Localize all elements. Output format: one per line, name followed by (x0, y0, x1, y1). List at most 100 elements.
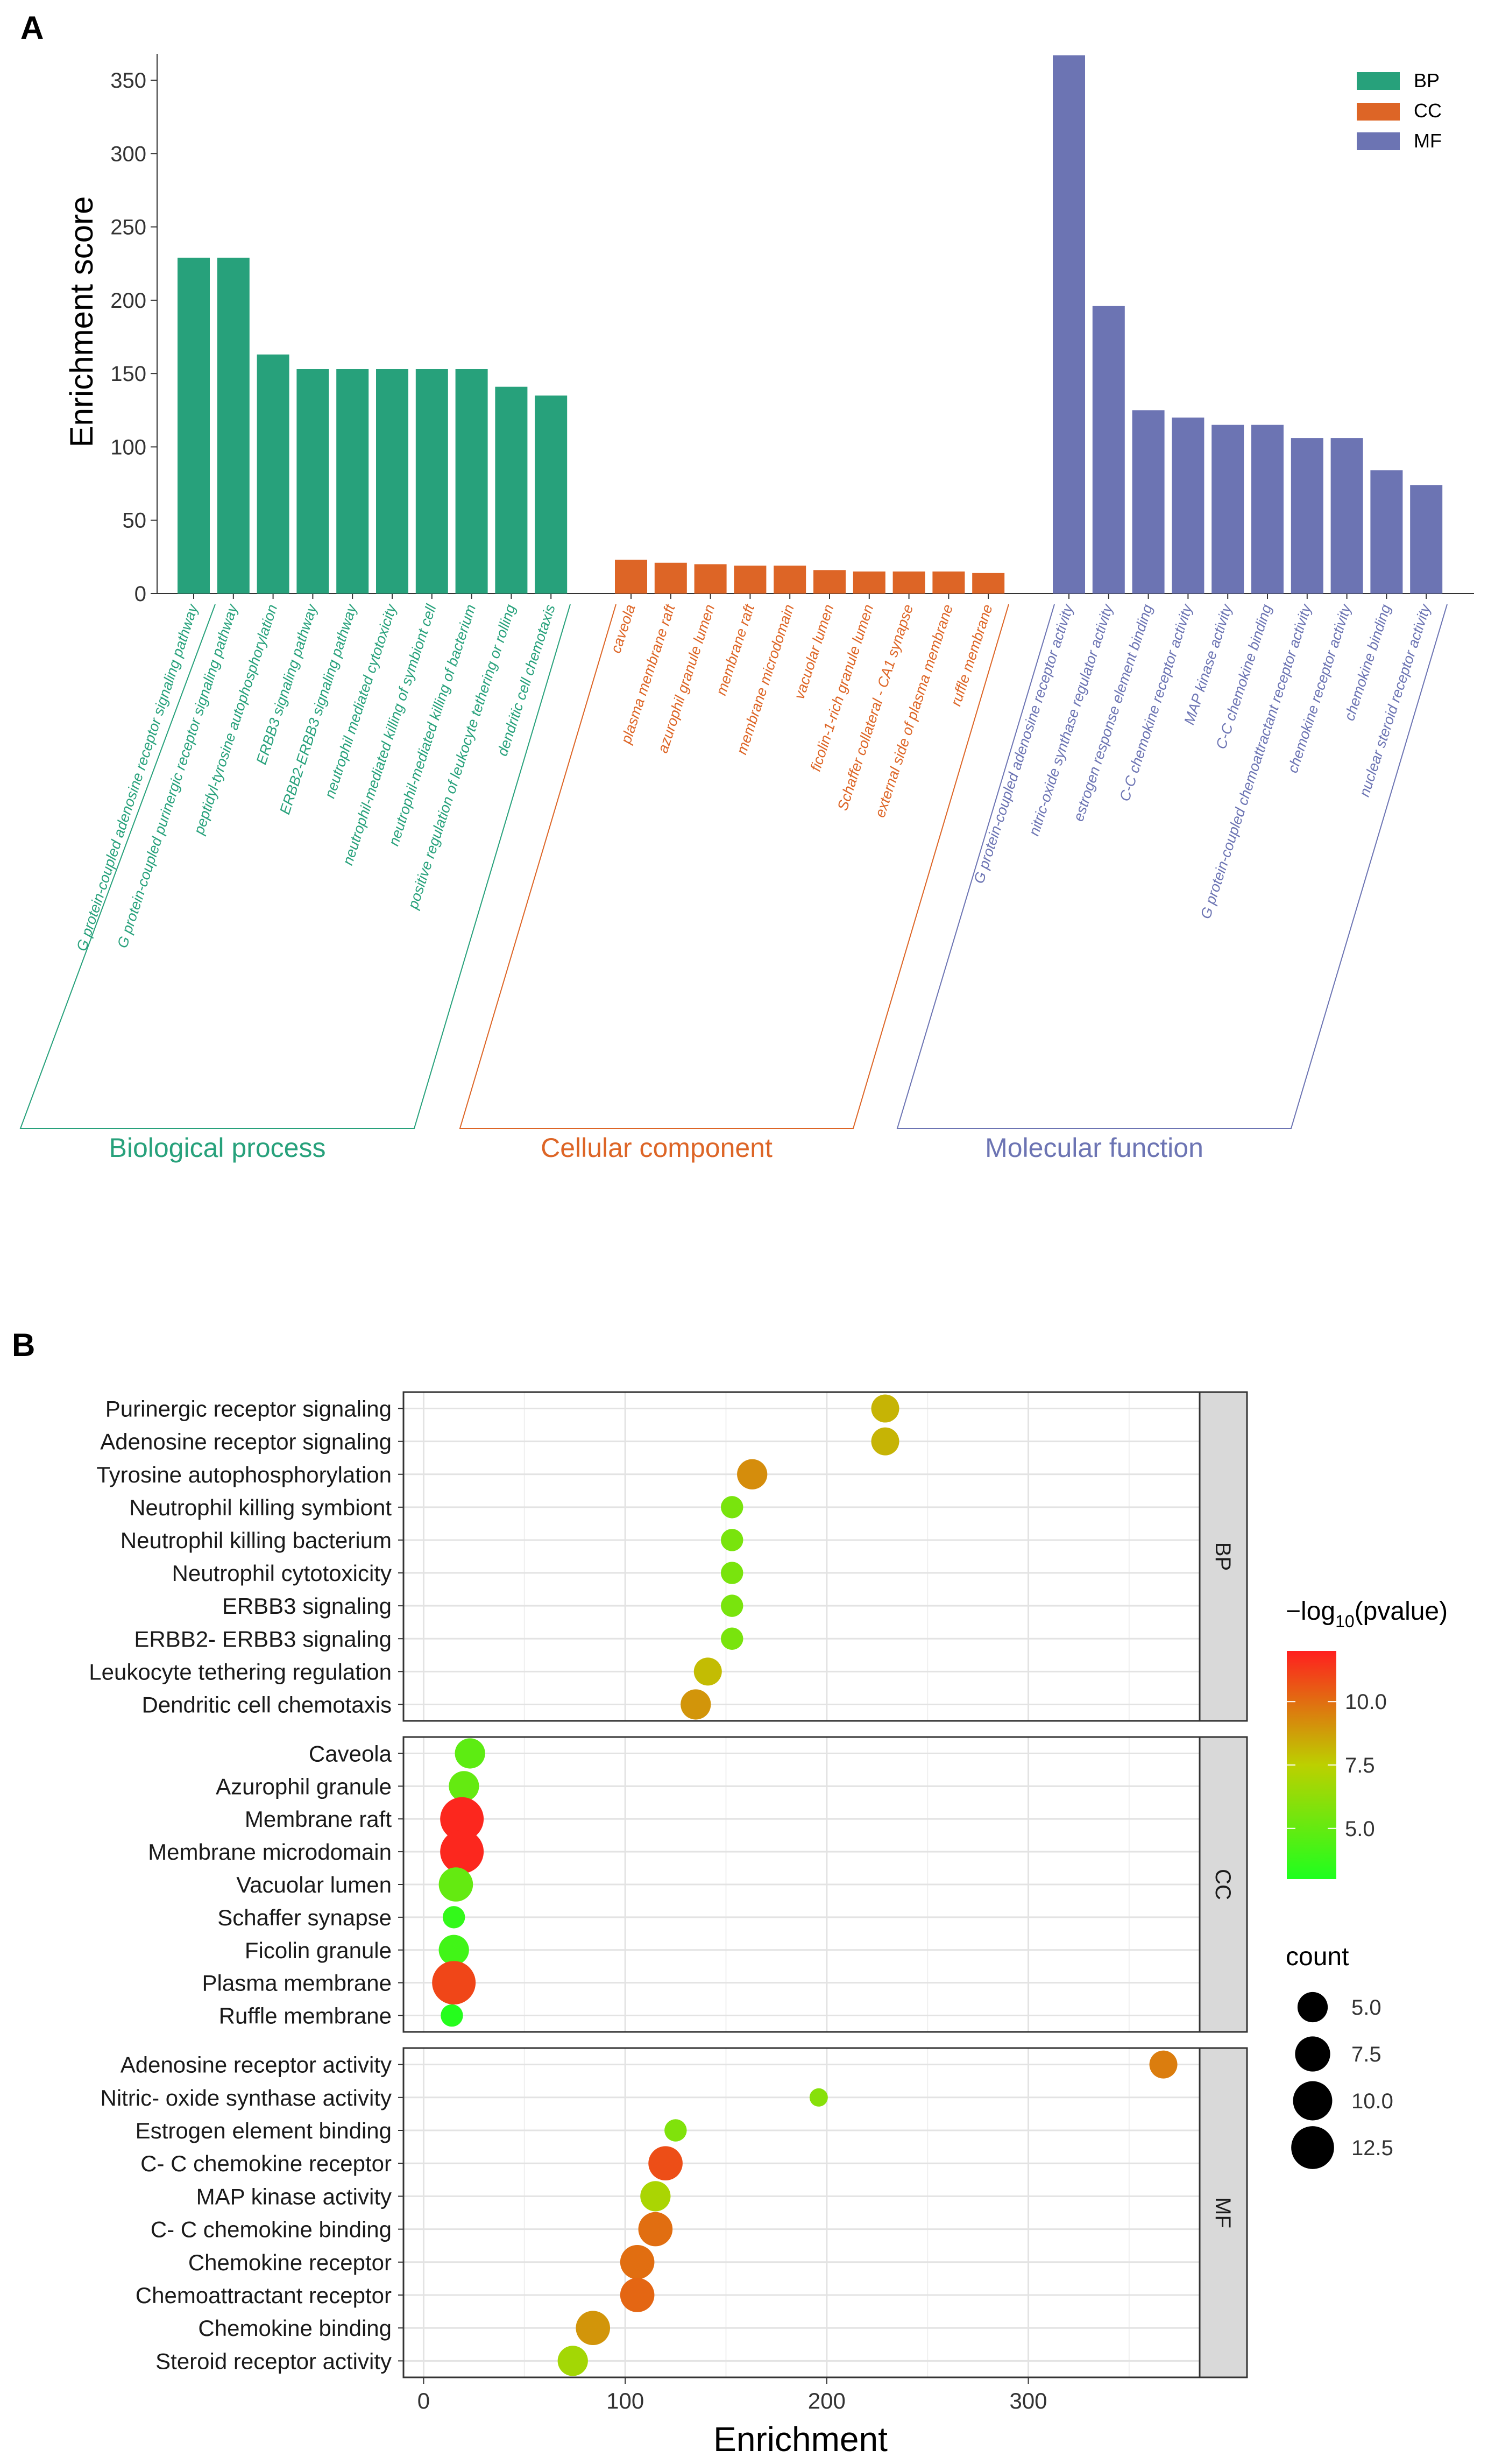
legend-bp-label: BP (1414, 69, 1440, 91)
size-legend-label: 10.0 (1351, 2089, 1393, 2113)
panel-a-y-axis-label: Enrichment score (63, 196, 100, 448)
point-neutrophil-cytotoxicity (721, 1562, 743, 1584)
legend-mf-swatch (1357, 132, 1400, 150)
term-label-chemokine-receptor: Chemokine receptor (188, 2250, 392, 2275)
size-legend-circle (1295, 2036, 1330, 2072)
color-legend-title-suffix: (pvalue) (1355, 1597, 1448, 1626)
facet-strip-label-cc: CC (1211, 1869, 1235, 1900)
bar-cc-plasma-membrane-raft (654, 562, 687, 594)
term-label-schaffer-synapse: Schaffer synapse (217, 1905, 392, 1930)
legend-cc-label: CC (1414, 100, 1442, 122)
legend-mf-label: MF (1414, 130, 1442, 152)
panel-a-bars (178, 55, 1443, 594)
term-label-nitric-oxide-synthase-activity: Nitric- oxide synthase activity (100, 2085, 392, 2110)
group-bracket-cc (459, 604, 1009, 1129)
term-label-steroid-receptor-activity: Steroid receptor activity (155, 2348, 392, 2374)
bar-mf-chemokine-receptor-activity (1330, 438, 1363, 594)
bar-mf-c-c-chemokine-binding (1251, 425, 1284, 594)
term-label-adenosine-receptor-signaling: Adenosine receptor signaling (100, 1429, 392, 1455)
size-legend-label: 12.5 (1351, 2136, 1393, 2160)
point-erbb3-signaling (721, 1594, 743, 1617)
term-label-adenosine-receptor-activity: Adenosine receptor activity (121, 2052, 392, 2078)
term-label-azurophil-granule: Azurophil granule (216, 1774, 392, 1799)
x-tick-label: 200 (808, 2388, 846, 2413)
panel-b-x-axis: 0 100 200 300 (417, 2377, 1047, 2413)
bar-cc-external-side-of-plasma-membrane (932, 571, 965, 594)
color-legend-title: −log10(pvalue) (1286, 1597, 1448, 1631)
term-label-neutrophil-killing-bacterium: Neutrophil killing bacterium (121, 1528, 392, 1553)
bar-cc-membrane-raft (734, 566, 767, 594)
point-membrane-raft (440, 1797, 484, 1841)
point-adenosine-receptor-activity (1149, 2050, 1178, 2079)
bar-mf-nuclear-steroid-receptor-activity (1410, 485, 1443, 594)
group-title-bp: Biological process (109, 1133, 326, 1163)
term-label-caveola: Caveola (309, 1741, 392, 1766)
bar-cc-ficolin-1-rich-granule-lumen (853, 571, 885, 594)
panel-b-x-axis-label: Enrichment (713, 2420, 888, 2459)
x-tick-label: 0 (417, 2388, 430, 2413)
panel-b-label: B (12, 1327, 35, 1363)
bar-bp-peptidyl-tyrosine-autophosphorylation (257, 354, 289, 594)
term-label-chemoattractant-receptor: Chemoattractant receptor (136, 2283, 392, 2308)
term-label-estrogen-element-binding: Estrogen element binding (136, 2118, 392, 2143)
bar-cc-vacuolar-lumen (813, 570, 846, 594)
size-legend-circle (1297, 1992, 1328, 2023)
term-label-membrane-microdomain: Membrane microdomain (148, 1839, 392, 1865)
facet-mf: Adenosine receptor activity Nitric- oxide… (100, 2047, 1248, 2378)
point-caveola (455, 1738, 485, 1769)
panel-a-group-brackets: Biological process Cellular component Mole… (19, 604, 1448, 1163)
bar-mf-g-protein-coupled-chemoattractant-receptor-activity (1291, 438, 1323, 594)
point-chemokine-receptor (620, 2244, 655, 2279)
term-label-leukocyte-tethering-regulation: Leukocyte tethering regulation (89, 1659, 392, 1684)
point-neutrophil-killing-bacterium (721, 1529, 743, 1551)
point-adenosine-receptor-signaling (871, 1427, 899, 1456)
colorbar-tick-label: 7.5 (1345, 1754, 1375, 1777)
x-tick-label: 100 (606, 2388, 644, 2413)
term-label-dendritic-cell-chemotaxis: Dendritic cell chemotaxis (141, 1692, 392, 1717)
term-label-neutrophil-killing-symbiont: Neutrophil killing symbiont (129, 1495, 392, 1520)
bar-mf-chemokine-binding (1370, 470, 1403, 594)
bar-cc-azurophil-granule-lumen (694, 564, 727, 594)
size-legend-label: 7.5 (1351, 2043, 1381, 2066)
group-title-mf: Molecular function (985, 1133, 1203, 1163)
point-chemoattractant-receptor (620, 2278, 655, 2312)
bar-bp-erbb2-erbb3-signaling-pathway (336, 369, 369, 594)
term-label-ficolin-granule: Ficolin granule (245, 1938, 392, 1963)
facet-strip-bp (1199, 1391, 1248, 1722)
bar-mf-map-kinase-activity (1211, 425, 1244, 594)
panel-a-y-tick-label: 0 (134, 582, 146, 606)
point-plasma-membrane (432, 1961, 476, 2005)
bar-cc-caveola (615, 560, 647, 594)
size-legend-circle (1293, 2081, 1333, 2121)
point-c-c-chemokine-binding (638, 2212, 673, 2247)
facet-strip-mf (1199, 2047, 1248, 2378)
point-vacuolar-lumen (438, 1867, 473, 1902)
bar-bp-positive-regulation-of-leukocyte-tethering-or-rolling (495, 386, 528, 594)
color-legend-ticks: 5.0 7.5 10.0 (1287, 1690, 1387, 1841)
term-label-chemokine-binding: Chemokine binding (198, 2315, 392, 2341)
bar-cc-schaffer-collateral-ca1-synapse (892, 571, 925, 594)
panel-a-y-tick-label: 300 (110, 142, 146, 166)
bar-bp-g-protein-coupled-adenosine-receptor-signaling-pathway (178, 257, 210, 594)
term-label-c-c-chemokine-receptor: C- C chemokine receptor (140, 2151, 392, 2176)
size-legend-items: 5.0 7.5 10.0 12.5 (1291, 1992, 1393, 2169)
term-label-map-kinase-activity: MAP kinase activity (196, 2184, 392, 2209)
facet-strip-cc (1199, 1736, 1248, 2033)
panel-a-y-tick-label: 200 (110, 289, 146, 313)
point-chemokine-binding (576, 2311, 611, 2346)
panel-b-size-legend: count 5.0 7.5 10.0 12.5 (1286, 1943, 1393, 2169)
point-schaffer-synapse (442, 1906, 465, 1929)
point-purinergic-receptor-signaling (871, 1394, 899, 1423)
bar-mf-c-c-chemokine-receptor-activity (1172, 417, 1204, 594)
point-tyrosine-autophosphorylation (737, 1459, 768, 1489)
point-erbb2-erbb3-signaling (721, 1627, 743, 1650)
size-legend-circle (1291, 2126, 1334, 2169)
panel-a-y-tick-label: 250 (110, 216, 146, 239)
point-azurophil-granule (449, 1771, 479, 1802)
facet-panel-background (403, 1392, 1200, 1721)
bar-mf-nitric-oxide-synthase-regulator-activity (1092, 306, 1125, 594)
facet-strip-label-bp: BP (1211, 1542, 1235, 1571)
bar-mf-g-protein-coupled-adenosine-receptor-activity (1053, 55, 1085, 594)
term-label-c-c-chemokine-binding: C- C chemokine binding (151, 2217, 392, 2242)
bar-bp-neutrophil-mediated-killing-of-symbiont-cell (415, 369, 448, 594)
